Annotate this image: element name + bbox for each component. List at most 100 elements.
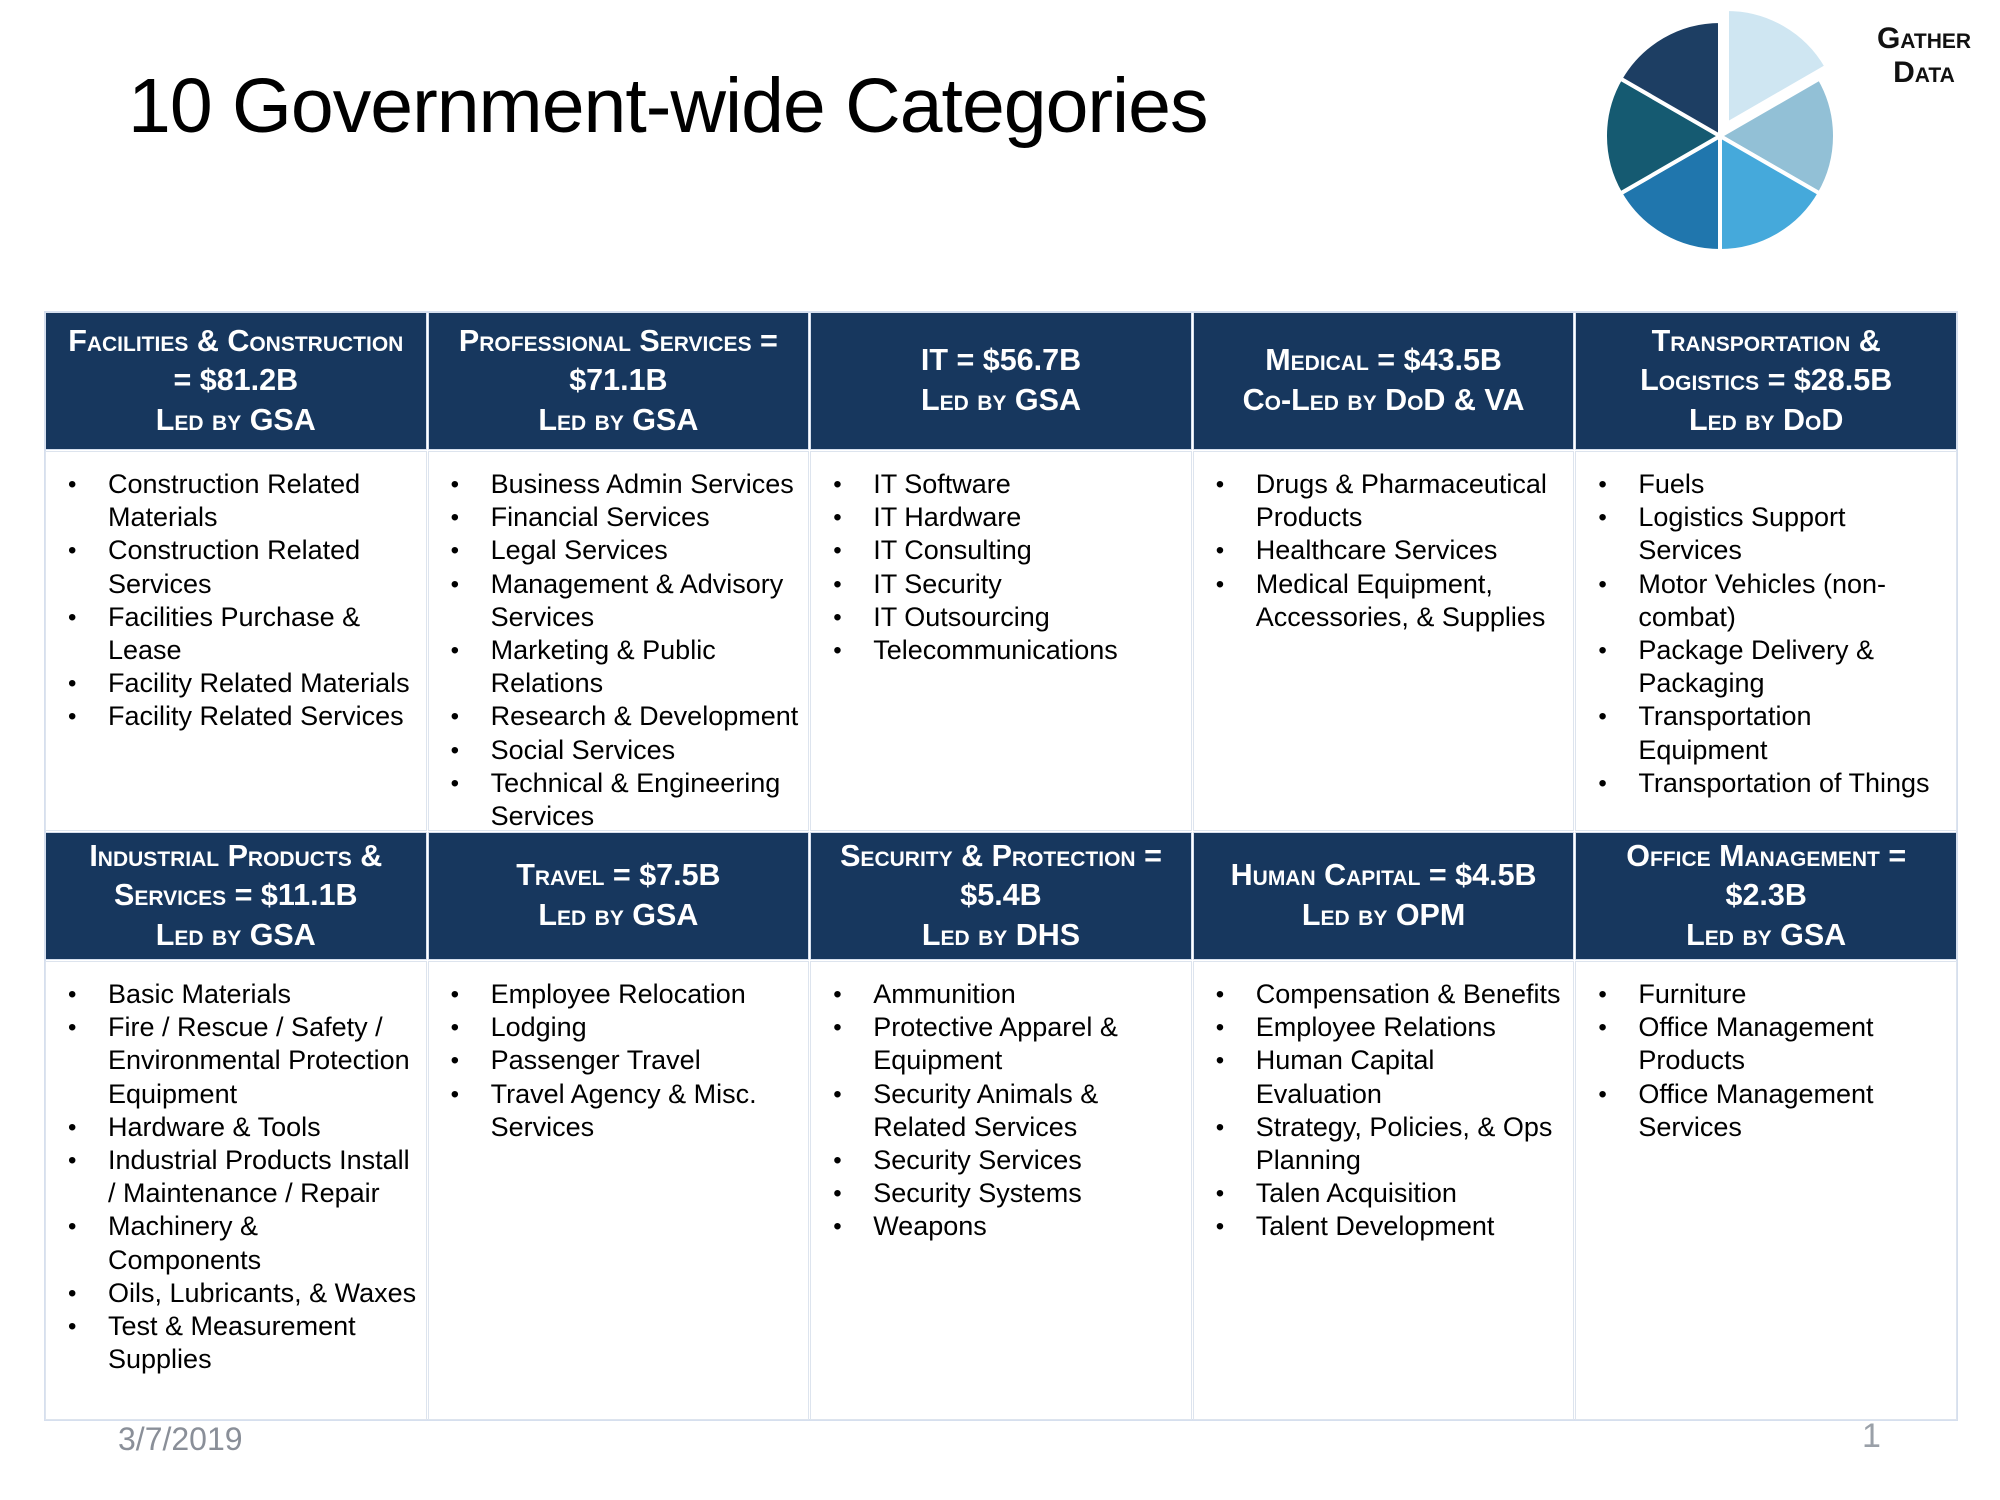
list-item: • Medical Equipment, Accessories, & Suppl… <box>1210 568 1568 634</box>
bullet-marker: • <box>68 1279 77 1307</box>
list-item: • Research & Development <box>445 700 803 733</box>
list-item: • Management & Advisory Services <box>445 568 803 634</box>
bullet-marker: • <box>1215 1113 1225 1141</box>
list-item: • Financial Services <box>445 501 803 534</box>
bullet-marker: • <box>68 537 77 565</box>
list-item: • Test & Measurement Supplies <box>62 1310 420 1376</box>
bullet-text: Machinery & Components <box>108 1211 262 1275</box>
list-item: • Lodging <box>445 1011 803 1044</box>
category-items-it: • IT Software • IT Hardware • IT Consulting • I… <box>811 452 1191 830</box>
bullet-text: Motor Vehicles (non-combat) <box>1638 568 1887 632</box>
category-header-professional-services: Professional Services = $71.1B Led by GS… <box>428 313 809 449</box>
category-lead: Led by OPM <box>1301 898 1466 932</box>
category-header-travel: Travel = $7.5B Led by GSA <box>428 833 809 959</box>
list-item: • Hardware & Tools <box>62 1111 420 1144</box>
list-item: • Telecommunications <box>827 634 1185 667</box>
bullet-text: Fuels <box>1638 469 1705 499</box>
bullet-list: • Basic Materials • Fire / Rescue / Safety … <box>46 962 426 1376</box>
list-item: • Protective Apparel & Equipment <box>827 1011 1185 1077</box>
bullet-marker: • <box>1598 703 1607 731</box>
bullet-text: Business Admin Services <box>490 469 794 499</box>
category-lead: Led by GSA <box>920 383 1081 417</box>
pie-slice-exploded <box>1725 6 1830 128</box>
bullet-text: Employee Relocation <box>490 979 746 1009</box>
bullet-marker: • <box>833 1147 842 1175</box>
list-item: • Business Admin Services <box>445 468 803 501</box>
bullet-text: Marketing & Public Relations <box>490 635 716 699</box>
bullet-marker: • <box>1215 1014 1225 1042</box>
bullet-text: Facilities Purchase & Lease <box>108 601 361 666</box>
bullet-marker: • <box>1215 1047 1225 1075</box>
bullet-text: Office Management Products <box>1638 1012 1874 1076</box>
list-item: • Employee Relocation <box>445 978 803 1011</box>
bullet-marker: • <box>833 471 842 498</box>
bullet-text: Research & Development <box>490 701 799 732</box>
bullet-text: Social Services <box>490 734 676 765</box>
bullet-marker: • <box>68 670 77 698</box>
bullet-text: IT Security <box>873 568 1002 599</box>
list-item: • Logistics Support Services <box>1592 501 1950 567</box>
bullet-marker: • <box>1215 570 1225 598</box>
bullet-text: Compensation & Benefits <box>1255 979 1561 1009</box>
bullet-text: Transportation of Things <box>1638 767 1930 798</box>
bullet-marker: • <box>450 537 459 565</box>
bullet-list: • IT Software • IT Hardware • IT Consulting • I… <box>811 452 1191 667</box>
bullet-text: Human Capital Evaluation <box>1255 1045 1435 1109</box>
list-item: • Talen Acquisition <box>1210 1177 1568 1210</box>
category-title: Office Management = $2.3B <box>1626 838 1907 913</box>
category-lead: Led by GSA <box>538 898 699 932</box>
list-item: • Human Capital Evaluation <box>1210 1044 1568 1110</box>
bullet-marker: • <box>833 504 842 532</box>
category-lead: Led by GSA <box>155 402 316 437</box>
list-item: • Fuels <box>1592 468 1950 501</box>
category-title: Transportation & Logistics = $28.5B <box>1640 323 1893 398</box>
bullet-text: Talen Acquisition <box>1255 1178 1457 1209</box>
list-item: • Weapons <box>827 1210 1185 1243</box>
list-item: • Office Management Products <box>1592 1011 1950 1077</box>
bullet-text: IT Software <box>873 469 1011 499</box>
category-header-human-capital: Human Capital = $4.5B Led by OPM <box>1193 833 1574 959</box>
bullet-text: Weapons <box>873 1211 987 1242</box>
bullet-text: IT Outsourcing <box>873 601 1050 632</box>
list-item: • Strategy, Policies, & Ops Planning <box>1210 1111 1568 1177</box>
category-lead: Led by GSA <box>538 402 699 437</box>
bullet-text: Employee Relations <box>1255 1012 1496 1043</box>
list-item: • Security Animals & Related Services <box>827 1078 1185 1144</box>
categories-table: Facilities & Construction = $81.2B Led b… <box>44 311 1958 1421</box>
category-header-transportation-logistics: Transportation & Logistics = $28.5B Led … <box>1576 313 1956 449</box>
bullet-text: Financial Services <box>490 502 710 533</box>
bullet-text: Drugs & Pharmaceutical Products <box>1255 469 1547 533</box>
category-items-medical: • Drugs & Pharmaceutical Products • Healthc… <box>1193 452 1574 830</box>
list-item: • Travel Agency & Misc. Services <box>445 1078 803 1144</box>
list-item: • Security Systems <box>827 1177 1185 1210</box>
pie-slice <box>1602 75 1725 197</box>
bullet-marker: • <box>68 603 77 631</box>
list-item: • Motor Vehicles (non-combat) <box>1592 568 1950 634</box>
list-item: • Healthcare Services <box>1210 534 1568 567</box>
list-item: • Transportation of Things <box>1592 767 1950 800</box>
bullet-text: Legal Services <box>490 535 668 566</box>
list-item: • Fire / Rescue / Safety / Environmental … <box>62 1011 420 1111</box>
category-header-it: IT = $56.7B Led by GSA <box>811 313 1191 449</box>
bullet-text: Telecommunications <box>873 635 1118 666</box>
category-lead: Led by GSA <box>1686 917 1847 952</box>
bullet-text: Transportation Equipment <box>1638 701 1812 765</box>
bullet-marker: • <box>1598 769 1607 797</box>
bullet-marker: • <box>450 471 459 498</box>
bullet-marker: • <box>68 981 77 1008</box>
bullet-list: • Fuels • Logistics Support Services • Motor … <box>1576 452 1956 800</box>
category-items-industrial-products: • Basic Materials • Fire / Rescue / Safety … <box>46 962 426 1419</box>
bullet-text: Test & Measurement Supplies <box>108 1311 356 1375</box>
list-item: • Security Services <box>827 1144 1185 1177</box>
list-item: • Talent Development <box>1210 1210 1568 1243</box>
category-items-office-management: • Furniture • Office Management Products • Of… <box>1576 962 1956 1419</box>
bullet-marker: • <box>1215 471 1225 498</box>
bullet-marker: • <box>1215 981 1225 1008</box>
bullet-text: Basic Materials <box>108 979 292 1009</box>
bullet-text: Industrial Products Install / Maintenanc… <box>108 1145 410 1209</box>
bullet-list: • Construction Related Materials • Construc… <box>46 452 426 734</box>
bullet-text: Management & Advisory Services <box>490 568 784 632</box>
bullet-marker: • <box>450 1014 459 1042</box>
list-item: • Transportation Equipment <box>1592 700 1950 766</box>
list-item: • Machinery & Components <box>62 1210 420 1276</box>
